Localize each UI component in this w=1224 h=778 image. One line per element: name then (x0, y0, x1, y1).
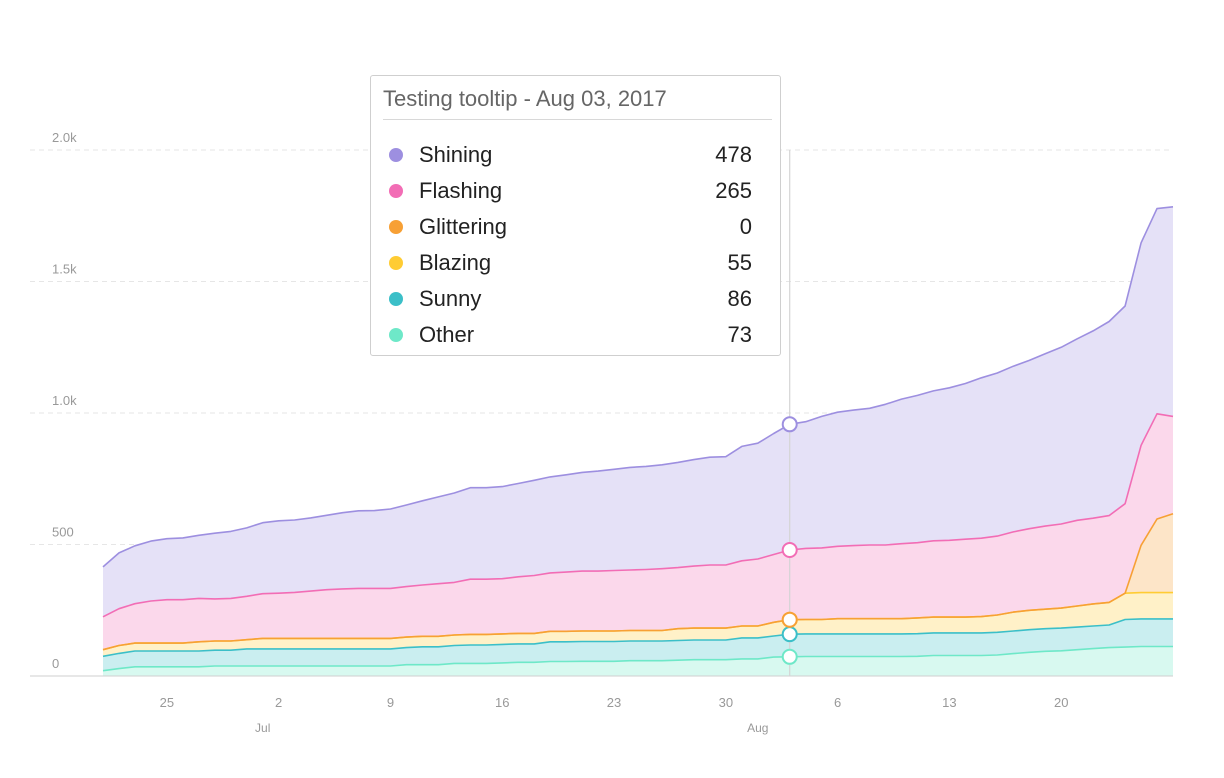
x-tick-label: 23 (607, 695, 621, 710)
area-blazing (103, 592, 1173, 657)
tooltip-rows: Shining 478 Flashing 265 Glittering 0 Blazing 5… (383, 137, 752, 353)
tooltip-series-name: Sunny (419, 286, 482, 311)
tooltip-series-value: 478 (715, 142, 752, 167)
tooltip-series-name: Shining (419, 142, 493, 167)
hover-indicator (781, 150, 798, 676)
series-areas (103, 206, 1173, 676)
tooltip-title: Testing tooltip - Aug 03, 2017 (383, 76, 772, 120)
area-flashing (103, 413, 1173, 650)
x-tick-label: 9 (387, 695, 394, 710)
tooltip-series-value: 73 (727, 322, 752, 347)
y-tick-label: 1.5k (52, 262, 77, 277)
month-label: Aug (747, 721, 768, 735)
tooltip-series-name: Flashing (419, 178, 503, 203)
x-tick-label: 25 (160, 695, 174, 710)
x-tick-label: 6 (834, 695, 841, 710)
tooltip-series-value: 0 (739, 214, 752, 239)
hover-marker-other (781, 648, 798, 665)
tooltip-row: Other 73 (383, 317, 752, 353)
line-other (102, 645, 1173, 672)
month-label: Jul (255, 721, 270, 735)
line-glittering (102, 512, 1174, 651)
tooltip-row: Flashing 265 (383, 173, 752, 209)
tooltip-row: Shining 478 (383, 137, 752, 173)
legend-dot-icon (389, 328, 403, 342)
y-tick-label: 0 (52, 656, 59, 671)
tooltip-series-value: 86 (727, 286, 752, 311)
tooltip-series-name: Glittering (419, 214, 508, 239)
line-shining (102, 206, 1174, 568)
hover-marker-glittering (781, 611, 798, 628)
tooltip-series-name: Blazing (419, 250, 492, 275)
line-sunny (102, 618, 1173, 658)
y-tick-label: 500 (52, 525, 74, 540)
tooltip-row: Glittering 0 (383, 209, 752, 245)
legend-dot-icon (389, 292, 403, 306)
series-lines (102, 206, 1174, 672)
hover-marker-shining (781, 416, 798, 433)
legend-dot-icon (389, 256, 403, 270)
y-tick-label: 2.0k (52, 130, 77, 145)
tooltip-series-value: 55 (727, 250, 752, 275)
axes: 0 500 1.0k 1.5k 2.0k 25 2 9 16 23 30 6 13 20 Jul Aug (30, 130, 1173, 735)
x-tick-label: 2 (275, 695, 282, 710)
chart-tooltip: Testing tooltip - Aug 03, 2017 Shining 47… (370, 75, 781, 356)
x-tick-label: 16 (495, 695, 509, 710)
tooltip-series-value: 265 (715, 178, 752, 203)
legend-dot-icon (389, 220, 403, 234)
y-tick-label: 1.0k (52, 393, 77, 408)
hover-marker-sunny (781, 626, 798, 643)
x-tick-label: 20 (1054, 695, 1068, 710)
x-tick-label: 30 (719, 695, 733, 710)
legend-dot-icon (389, 184, 403, 198)
tooltip-row: Sunny 86 (383, 281, 752, 317)
hover-marker-flashing (781, 542, 798, 559)
area-shining (103, 206, 1173, 617)
tooltip-row: Blazing 55 (383, 245, 752, 281)
tooltip-series-name: Other (419, 322, 475, 347)
x-tick-label: 13 (942, 695, 956, 710)
legend-dot-icon (389, 148, 403, 162)
line-flashing (102, 413, 1174, 618)
area-sunny (103, 618, 1173, 671)
